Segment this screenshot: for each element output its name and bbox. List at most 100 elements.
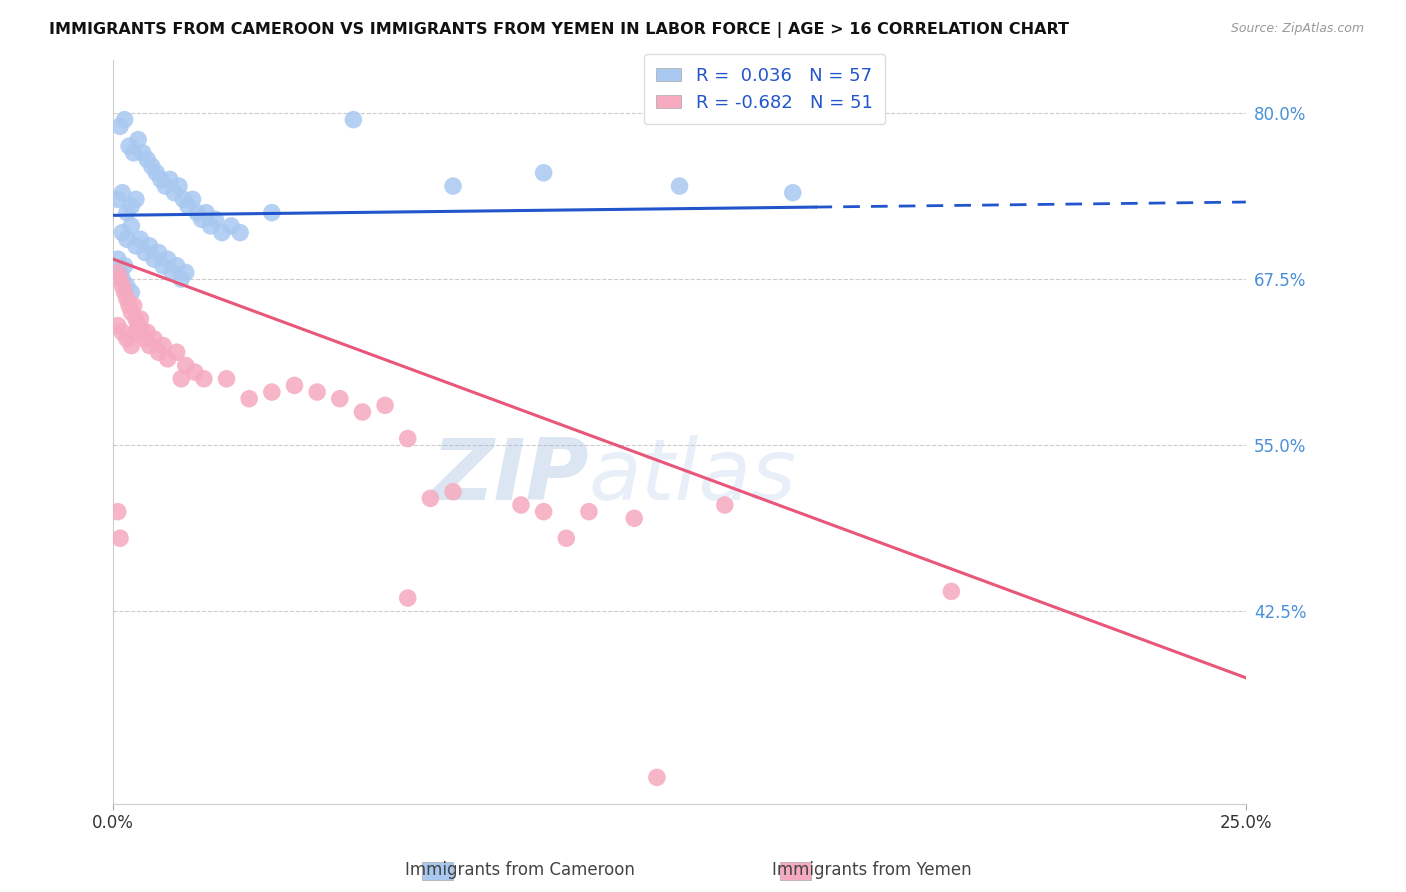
Point <box>195 205 218 219</box>
Point <box>441 484 464 499</box>
Point <box>115 232 138 246</box>
Point <box>118 299 141 313</box>
Point <box>156 351 179 366</box>
Point <box>129 312 152 326</box>
Point <box>148 245 170 260</box>
Point <box>115 205 138 219</box>
Point <box>163 186 186 200</box>
Point <box>111 325 134 339</box>
Point <box>152 259 174 273</box>
Point <box>167 179 190 194</box>
Point <box>190 212 212 227</box>
Point <box>111 226 134 240</box>
Point <box>115 292 138 306</box>
Point <box>145 166 167 180</box>
Point <box>120 199 142 213</box>
Point <box>136 325 159 339</box>
Point <box>134 245 156 260</box>
Point <box>125 193 148 207</box>
Point <box>108 120 131 134</box>
Point <box>156 252 179 267</box>
Point <box>108 531 131 545</box>
Point <box>238 392 260 406</box>
Point <box>166 259 188 273</box>
Point <box>211 226 233 240</box>
Point <box>152 338 174 352</box>
Point <box>111 278 134 293</box>
Point <box>115 278 138 293</box>
Point <box>533 505 555 519</box>
Point <box>114 285 136 300</box>
Legend: R =  0.036   N = 57, R = -0.682   N = 51: R = 0.036 N = 57, R = -0.682 N = 51 <box>644 54 886 124</box>
Point <box>342 112 364 127</box>
Point <box>136 153 159 167</box>
Point <box>107 318 129 333</box>
Text: Immigrants from Yemen: Immigrants from Yemen <box>772 861 972 879</box>
Point <box>219 219 242 233</box>
Point <box>159 172 181 186</box>
Point <box>108 272 131 286</box>
Point <box>115 332 138 346</box>
Point <box>170 372 193 386</box>
Point <box>125 312 148 326</box>
Point <box>120 338 142 352</box>
Point <box>555 531 578 545</box>
Text: atlas: atlas <box>589 435 797 518</box>
Point <box>107 265 129 279</box>
Point <box>186 205 208 219</box>
Point <box>174 359 197 373</box>
Point <box>352 405 374 419</box>
Point <box>148 345 170 359</box>
Point <box>782 186 804 200</box>
Point <box>510 498 533 512</box>
Point <box>181 193 204 207</box>
Point <box>283 378 305 392</box>
Point <box>122 145 145 160</box>
Point <box>138 239 160 253</box>
Text: Source: ZipAtlas.com: Source: ZipAtlas.com <box>1230 22 1364 36</box>
Point <box>441 179 464 194</box>
Point <box>134 332 156 346</box>
Point <box>120 219 142 233</box>
Point <box>184 365 207 379</box>
Point <box>307 385 329 400</box>
Point <box>108 265 131 279</box>
Point <box>114 259 136 273</box>
Point <box>118 139 141 153</box>
Point <box>122 299 145 313</box>
Point <box>138 338 160 352</box>
Point <box>174 265 197 279</box>
Point <box>260 385 283 400</box>
Point <box>200 219 222 233</box>
Text: IMMIGRANTS FROM CAMEROON VS IMMIGRANTS FROM YEMEN IN LABOR FORCE | AGE > 16 CORR: IMMIGRANTS FROM CAMEROON VS IMMIGRANTS F… <box>49 22 1069 38</box>
Point <box>155 179 177 194</box>
Point <box>193 372 215 386</box>
Point <box>578 505 600 519</box>
Point <box>143 252 166 267</box>
Point <box>127 318 149 333</box>
Point <box>396 432 419 446</box>
Point <box>132 325 155 339</box>
Point <box>127 132 149 146</box>
Point <box>125 239 148 253</box>
Point <box>941 584 963 599</box>
Point <box>645 771 668 785</box>
Point <box>120 305 142 319</box>
Point <box>107 505 129 519</box>
Point <box>107 193 129 207</box>
Point <box>374 398 396 412</box>
Text: ZIP: ZIP <box>432 435 589 518</box>
Point <box>114 112 136 127</box>
Point <box>533 166 555 180</box>
Point <box>143 332 166 346</box>
Point <box>623 511 645 525</box>
Text: Immigrants from Cameroon: Immigrants from Cameroon <box>405 861 636 879</box>
Point <box>229 226 252 240</box>
Point <box>204 212 226 227</box>
Point <box>329 392 352 406</box>
Point <box>125 325 148 339</box>
Point <box>166 345 188 359</box>
Point <box>129 232 152 246</box>
Point <box>419 491 441 506</box>
Point <box>215 372 238 386</box>
